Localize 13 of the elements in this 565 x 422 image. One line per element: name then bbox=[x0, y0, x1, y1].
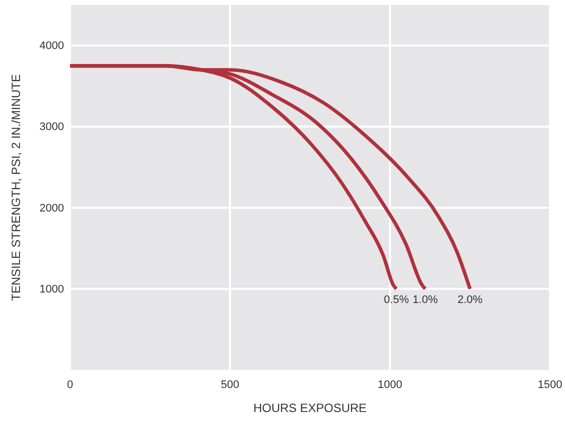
x-tick-label: 0 bbox=[66, 378, 74, 391]
x-axis-title: HOURS EXPOSURE bbox=[253, 401, 367, 415]
x-tick-label: 1500 bbox=[538, 378, 562, 391]
y-tick-label: 4000 bbox=[40, 40, 64, 52]
y-tick-label: 3000 bbox=[40, 121, 64, 134]
series-label: 2.0% bbox=[457, 294, 483, 306]
y-tick-label: 2000 bbox=[40, 202, 64, 214]
series-label: 1.0% bbox=[412, 294, 438, 306]
y-tick-label: 1000 bbox=[40, 283, 64, 296]
x-tick-label: 1000 bbox=[378, 378, 402, 391]
series-label: 0.5% bbox=[384, 294, 410, 306]
x-tick-label: 500 bbox=[220, 378, 240, 391]
y-axis-title: TENSILE STRENGTH, PSI, 2 IN./MINUTE bbox=[9, 74, 23, 301]
